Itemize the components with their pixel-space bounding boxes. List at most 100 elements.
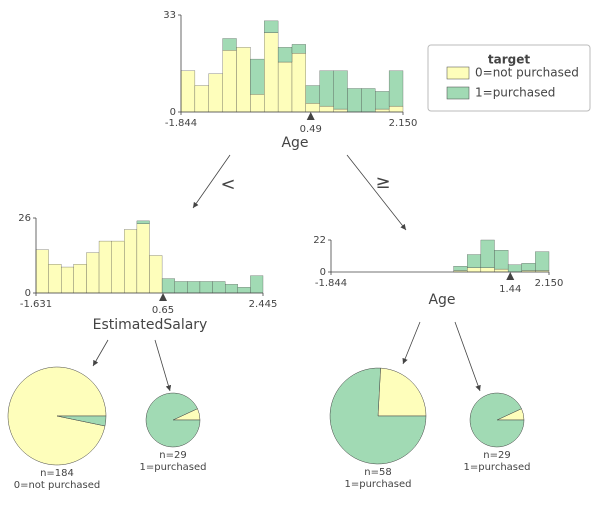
- histogram-bar: [388, 105, 404, 113]
- tree-edge: [154, 339, 172, 392]
- feature-label: Age: [428, 292, 455, 308]
- histogram-bar: [194, 85, 209, 113]
- pie-slice: [377, 367, 427, 417]
- tree-edge: [192, 154, 231, 209]
- split-marker: [159, 293, 168, 301]
- histogram-bar: [250, 94, 265, 113]
- y-tick-label: 0: [170, 107, 176, 118]
- histogram-bar: [319, 105, 334, 113]
- histogram-bar: [222, 38, 237, 51]
- histogram-bar: [521, 263, 536, 271]
- leaf-class: 1=purchased: [140, 462, 207, 473]
- y-tick-label: 0: [25, 288, 31, 299]
- histogram-bar: [333, 70, 348, 110]
- histogram-bar: [136, 220, 150, 224]
- pie-slice: [56, 415, 107, 427]
- histogram-bar: [467, 254, 482, 268]
- histogram-bar: [174, 281, 188, 294]
- histogram-bar: [494, 250, 509, 270]
- histogram-bar: [494, 268, 509, 273]
- tree-edge: [454, 321, 481, 392]
- histogram-bar: [453, 266, 468, 271]
- histogram-bar: [237, 287, 251, 294]
- histogram-bar: [124, 229, 138, 294]
- histogram-bar: [161, 278, 175, 294]
- histogram-bar: [187, 281, 201, 294]
- legend-swatch: [446, 66, 470, 80]
- split-label: 1.44: [499, 284, 521, 295]
- histogram-bar: [61, 266, 74, 294]
- histogram-bar: [86, 252, 100, 294]
- tree-edge: [346, 154, 407, 231]
- x-tick-label: 2.445: [249, 299, 278, 310]
- leaf-count: n=58: [364, 467, 391, 478]
- x-tick-label: 2.150: [389, 118, 418, 129]
- histogram-bar: [225, 284, 238, 294]
- histogram-bar: [136, 223, 150, 294]
- histogram-bar: [48, 264, 62, 294]
- histogram-bar: [222, 50, 237, 113]
- histogram-bar: [73, 264, 87, 294]
- histogram-bar: [333, 108, 348, 113]
- histogram-bar: [467, 267, 482, 273]
- x-tick-label: 2.150: [535, 278, 564, 289]
- edge-label: <: [220, 174, 235, 195]
- y-tick-label: 0: [320, 267, 326, 278]
- legend-label: 1=purchased: [475, 86, 555, 100]
- x-tick-label: -1.631: [20, 299, 52, 310]
- leaf-count: n=29: [159, 450, 186, 461]
- histogram-bar: [277, 47, 293, 63]
- split-marker: [506, 272, 515, 280]
- histogram-bar: [305, 85, 320, 104]
- histogram-bar: [375, 108, 390, 113]
- leaf-count: n=184: [40, 468, 74, 479]
- histogram-bar: [319, 70, 334, 107]
- histogram-bar: [236, 47, 251, 113]
- feature-label: EstimatedSalary: [93, 317, 208, 333]
- split-label: 0.65: [152, 305, 174, 316]
- feature-label: Age: [281, 135, 308, 151]
- histogram-bar: [98, 240, 112, 294]
- tree-edge: [92, 339, 109, 367]
- histogram-bar: [277, 61, 293, 113]
- histogram-bar: [111, 240, 125, 294]
- legend-swatch: [446, 86, 470, 100]
- histogram-bar: [291, 44, 306, 54]
- edge-label: ≥: [375, 172, 390, 193]
- tree-edge: [402, 321, 421, 365]
- leaf-class: 0=not purchased: [14, 480, 101, 491]
- split-label: 0.49: [300, 124, 322, 135]
- histogram-bar: [250, 275, 264, 294]
- histogram-bar: [375, 91, 390, 110]
- x-tick-label: -1.844: [315, 278, 347, 289]
- legend-label: 0=not purchased: [475, 66, 579, 80]
- histogram-bar: [305, 103, 320, 113]
- histogram-bar: [264, 20, 279, 33]
- histogram-bar: [480, 239, 495, 268]
- histogram-bar: [35, 249, 49, 294]
- leaf-count: n=29: [483, 450, 510, 461]
- histogram-bar: [180, 70, 196, 113]
- histogram-bar: [507, 264, 522, 273]
- histogram-bar: [208, 73, 223, 113]
- pie-slice: [469, 392, 525, 448]
- legend-title: target: [488, 53, 530, 67]
- pie-slice: [329, 367, 427, 465]
- pie-slice: [145, 392, 201, 448]
- leaf-class: 1=purchased: [345, 479, 412, 490]
- histogram-bar: [291, 53, 306, 113]
- histogram-bar: [149, 255, 163, 294]
- histogram-bar: [347, 88, 362, 113]
- x-tick-label: -1.844: [165, 118, 197, 129]
- y-tick-label: 22: [313, 235, 326, 246]
- histogram-bar: [212, 281, 226, 294]
- histogram-bar: [250, 58, 265, 95]
- split-marker: [306, 112, 315, 120]
- histogram-bar: [361, 88, 376, 113]
- histogram-bar: [388, 70, 404, 107]
- histogram-bar: [264, 32, 279, 113]
- histogram-bar: [535, 251, 550, 271]
- y-tick-label: 33: [163, 10, 176, 21]
- histogram-bar: [480, 267, 495, 273]
